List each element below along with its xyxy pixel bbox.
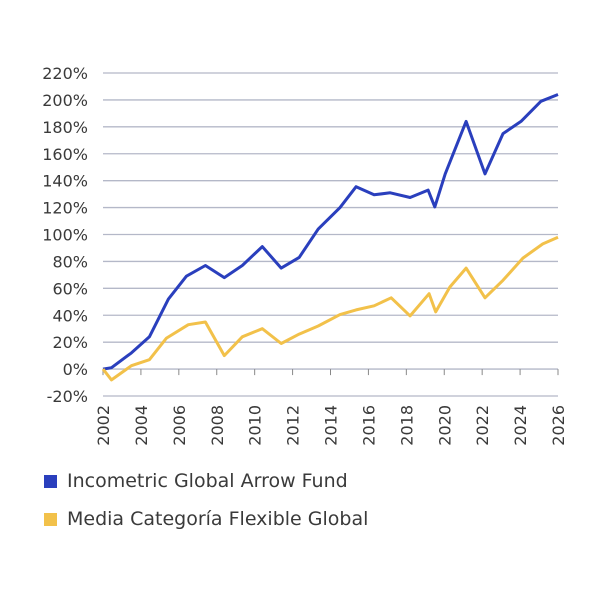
y-tick-label: 120% — [42, 199, 88, 218]
series-line-0 — [102, 93, 559, 371]
y-tick-label: 180% — [42, 118, 88, 137]
x-tick-label: 2002 — [94, 405, 113, 446]
x-tick-label: 2018 — [397, 405, 416, 446]
series-line-1 — [101, 235, 559, 382]
legend-label-fund: Incometric Global Arrow Fund — [67, 470, 348, 492]
x-tick-label: 2022 — [473, 405, 492, 446]
x-tick-label: 2016 — [359, 405, 378, 446]
y-tick-label: 140% — [42, 172, 88, 191]
y-axis-labels: -20% 0% 20% 40% 60% 80% 100% 120% 140% 160% 180% 20… — [42, 64, 88, 406]
y-tick-label: 220% — [42, 64, 88, 83]
x-tick-label: 2020 — [435, 405, 454, 446]
x-tick-label: 2008 — [208, 405, 227, 446]
y-tick-label: 200% — [42, 91, 88, 110]
y-tick-label: 0% — [63, 360, 88, 379]
y-tick-label: -20% — [47, 387, 88, 406]
legend-item-category: Media Categoría Flexible Global — [44, 508, 368, 530]
y-tick-label: 100% — [42, 226, 88, 245]
legend-label-category: Media Categoría Flexible Global — [67, 508, 369, 530]
gridlines — [103, 72, 558, 397]
x-tick-label: 2006 — [170, 405, 189, 446]
legend-swatch-fund — [44, 474, 57, 488]
y-tick-label: 160% — [42, 145, 88, 164]
x-tick-label: 2012 — [284, 405, 303, 446]
legend-item-fund: Incometric Global Arrow Fund — [44, 470, 348, 492]
y-tick-label: 40% — [52, 306, 88, 325]
legend-swatch-category — [44, 512, 57, 526]
series-lines — [101, 93, 559, 382]
y-tick-label: 60% — [52, 279, 88, 298]
x-tick-label: 2014 — [322, 405, 341, 446]
x-tick-label: 2004 — [132, 405, 151, 446]
x-tick-label: 2024 — [511, 405, 530, 446]
x-tick-label: 2026 — [549, 405, 568, 446]
y-tick-label: 80% — [52, 252, 88, 271]
y-tick-label: 20% — [52, 333, 88, 352]
x-tick-label: 2010 — [246, 405, 265, 446]
x-axis-labels: 2002 2004 2006 2008 2010 2012 2014 2016 2018 2020… — [94, 369, 568, 446]
